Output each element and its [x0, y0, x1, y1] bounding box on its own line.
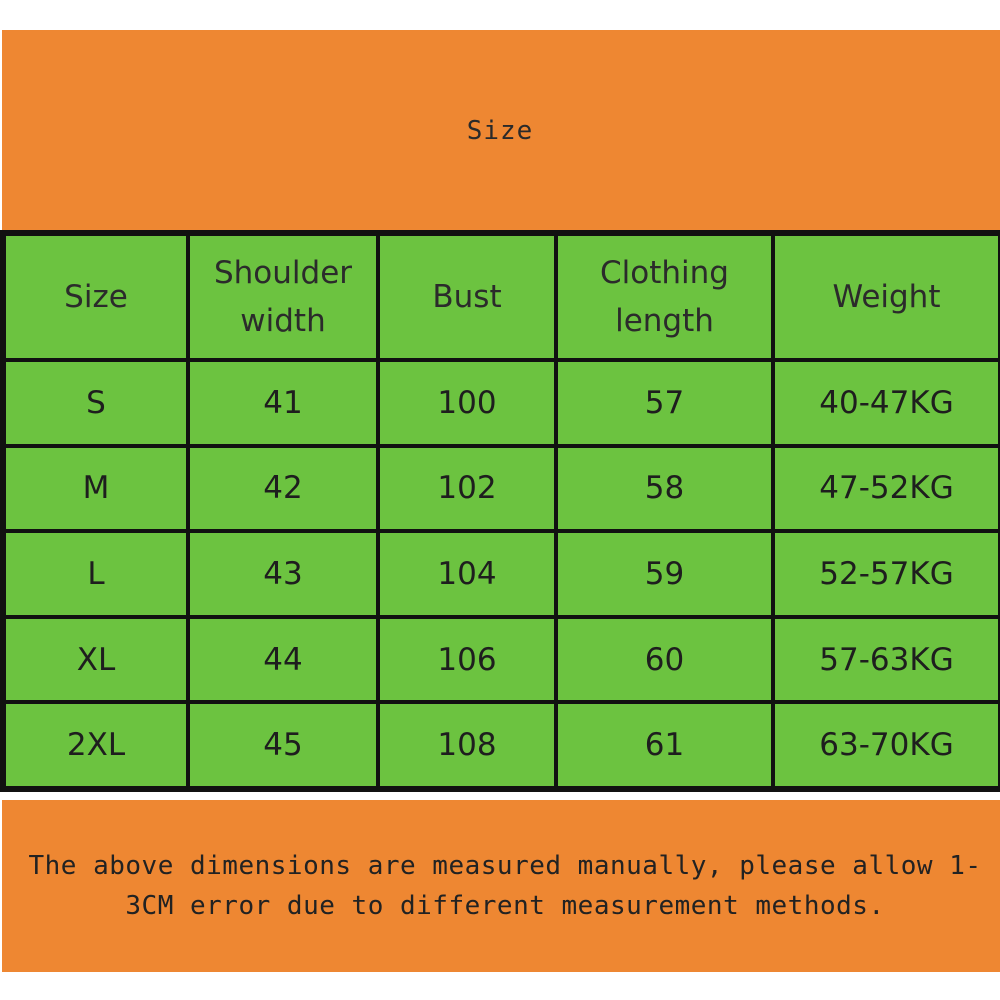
- header-size: Size: [6, 236, 186, 358]
- cell-shoulder-width: 43: [190, 533, 376, 615]
- cell-shoulder-width: 41: [190, 362, 376, 444]
- cell-weight: 57-63KG: [775, 618, 998, 701]
- table-row: L 43 104 59 52-57KG: [6, 533, 998, 615]
- size-table-container: Size Shoulder width Bust Clothing length…: [0, 230, 1000, 792]
- table-row: S 41 100 57 40-47KG: [6, 362, 998, 444]
- cell-clothing-length: 61: [558, 704, 771, 786]
- cell-bust: 104: [380, 533, 554, 615]
- cell-clothing-length: 60: [558, 618, 771, 701]
- cell-shoulder-width: 45: [190, 704, 376, 786]
- cell-clothing-length: 59: [558, 533, 771, 615]
- table-row: XL 44 106 60 57-63KG: [6, 618, 998, 701]
- measurement-note: The above dimensions are measured manual…: [28, 851, 982, 921]
- cell-bust: 108: [380, 704, 554, 786]
- cell-weight: 47-52KG: [775, 447, 998, 530]
- header-clothing-length: Clothing length: [558, 236, 771, 358]
- cell-shoulder-width: 42: [190, 447, 376, 530]
- header-bust: Bust: [380, 236, 554, 358]
- cell-shoulder-width: 44: [190, 618, 376, 701]
- bottom-banner: [2, 800, 1000, 972]
- cell-size: L: [6, 533, 186, 615]
- cell-weight: 63-70KG: [775, 704, 998, 786]
- cell-bust: 106: [380, 618, 554, 701]
- cell-bust: 100: [380, 362, 554, 444]
- cell-size: 2XL: [6, 704, 186, 786]
- header-weight: Weight: [775, 236, 998, 358]
- cell-weight: 40-47KG: [775, 362, 998, 444]
- size-table: Size Shoulder width Bust Clothing length…: [2, 232, 1000, 790]
- cell-clothing-length: 58: [558, 447, 771, 530]
- header-shoulder-width: Shoulder width: [190, 236, 376, 358]
- cell-bust: 102: [380, 447, 554, 530]
- table-row: M 42 102 58 47-52KG: [6, 447, 998, 530]
- cell-clothing-length: 57: [558, 362, 771, 444]
- table-header-row: Size Shoulder width Bust Clothing length…: [6, 236, 998, 358]
- cell-size: S: [6, 362, 186, 444]
- cell-weight: 52-57KG: [775, 533, 998, 615]
- cell-size: M: [6, 447, 186, 530]
- top-banner: [2, 30, 1000, 230]
- table-row: 2XL 45 108 61 63-70KG: [6, 704, 998, 786]
- cell-size: XL: [6, 618, 186, 701]
- page-title: Size: [466, 116, 534, 146]
